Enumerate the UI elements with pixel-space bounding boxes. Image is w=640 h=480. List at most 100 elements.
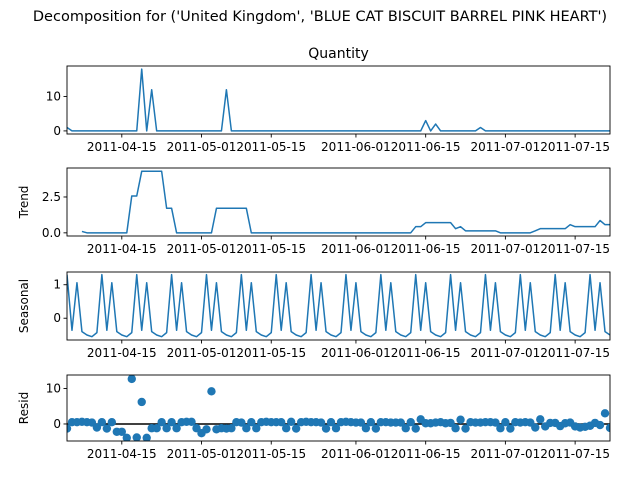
x-tick-label: 2011-07-01 — [471, 346, 541, 360]
resid-point — [207, 387, 216, 396]
resid-point — [411, 424, 420, 433]
resid-point — [237, 418, 246, 427]
resid-point — [406, 417, 415, 427]
resid-point — [605, 423, 610, 433]
resid-point — [281, 424, 291, 433]
y-tick-label: 0 — [53, 311, 61, 325]
observed-panel: 0 10 2011-04-15 2011-05-01 2011-05-15 2011-06… — [46, 46, 611, 154]
x-tick-label: 2011-07-15 — [540, 242, 610, 256]
y-tick-label: 1 — [53, 278, 61, 292]
y-tick-label: 10 — [46, 381, 61, 395]
x-tick-label: 2011-07-01 — [471, 447, 541, 461]
trend-series-line — [81, 170, 610, 234]
resid-point — [102, 424, 112, 433]
x-tick-label: 2011-05-15 — [236, 140, 306, 154]
resid-panel: 0 10 2011-04-15 2011-05-01 2011-05-15 2011-06… — [17, 374, 639, 461]
seasonal-panel: 0 1 2011-04-15 2011-05-01 2011-05-15 2011-06-… — [17, 271, 611, 360]
x-tick-label: 2011-06-01 — [321, 140, 391, 154]
panel-title: Quantity — [308, 46, 369, 62]
x-tick-label: 2011-05-01 — [167, 346, 237, 360]
resid-point — [611, 419, 619, 427]
x-tick-label: 2011-04-15 — [87, 242, 157, 256]
x-tick-label: 2011-06-15 — [391, 140, 461, 154]
resid-point — [291, 424, 301, 433]
seasonal-series-line — [67, 273, 610, 338]
trend-axes-frame — [66, 167, 611, 237]
resid-point — [92, 423, 102, 432]
resid-point — [326, 417, 336, 427]
x-tick-label: 2011-05-01 — [167, 242, 237, 256]
x-tick-label: 2011-04-15 — [87, 140, 157, 154]
observed-series-line — [67, 68, 610, 132]
resid-point — [187, 417, 196, 427]
resid-point — [501, 417, 510, 427]
resid-point — [97, 417, 107, 427]
observed-axes-frame — [66, 65, 611, 135]
resid-point — [371, 424, 381, 433]
x-tick-label: 2011-04-15 — [87, 346, 157, 360]
x-tick-label: 2011-06-01 — [321, 447, 391, 461]
x-tick-label: 2011-06-01 — [321, 242, 391, 256]
resid-point — [401, 424, 410, 433]
x-tick-label: 2011-07-15 — [540, 140, 610, 154]
x-tick-label: 2011-06-01 — [321, 346, 391, 360]
trend-ylabel: Trend — [17, 186, 31, 220]
seasonal-axes-frame — [66, 271, 611, 341]
resid-point — [536, 415, 545, 424]
resid-point — [631, 419, 639, 427]
resid-point — [321, 424, 331, 433]
resid-point — [621, 416, 629, 424]
x-tick-label: 2011-06-15 — [391, 447, 461, 461]
resid-point — [626, 419, 634, 427]
resid-point — [127, 375, 136, 384]
x-tick-label: 2011-05-15 — [236, 242, 306, 256]
resid-point — [595, 420, 605, 430]
y-tick-label: 0 — [53, 417, 61, 431]
resid-point — [247, 417, 256, 427]
resid-point — [152, 424, 161, 433]
resid-point — [162, 424, 171, 433]
resid-point — [117, 427, 126, 436]
x-tick-label: 2011-07-01 — [471, 140, 541, 154]
x-tick-label: 2011-05-01 — [167, 447, 237, 461]
resid-point — [242, 424, 251, 433]
x-tick-label: 2011-07-01 — [471, 242, 541, 256]
y-tick-label: 2.5 — [42, 190, 61, 204]
resid-point — [316, 418, 326, 427]
resid-point — [451, 424, 460, 433]
x-tick-label: 2011-07-15 — [540, 346, 610, 360]
resid-point — [137, 397, 146, 407]
trend-panel: 0.0 2.5 2011-04-15 2011-05-01 2011-05-15 2011… — [17, 167, 611, 256]
seasonal-ylabel: Seasonal — [17, 279, 31, 333]
resid-point — [107, 417, 117, 427]
resid-point — [366, 417, 376, 427]
resid-point — [361, 424, 371, 433]
resid-point — [157, 417, 166, 427]
x-tick-label: 2011-05-15 — [236, 447, 306, 461]
resid-point — [396, 418, 405, 427]
resid-point — [132, 433, 141, 441]
y-tick-label: 10 — [46, 90, 61, 104]
resid-point — [456, 415, 465, 424]
y-tick-label: 0 — [53, 124, 61, 138]
resid-axes-frame — [66, 374, 611, 442]
x-tick-label: 2011-06-15 — [391, 242, 461, 256]
resid-point — [277, 417, 286, 427]
resid-point — [202, 425, 211, 434]
resid-point — [616, 427, 624, 435]
x-tick-label: 2011-07-15 — [540, 447, 610, 461]
y-tick-label: 0.0 — [42, 226, 61, 240]
resid-point — [286, 417, 296, 427]
resid-point — [356, 418, 366, 427]
x-tick-label: 2011-05-01 — [167, 140, 237, 154]
x-tick-label: 2011-05-15 — [236, 346, 306, 360]
resid-point — [446, 418, 455, 428]
figure-suptitle: Decomposition for ('United Kingdom', 'BL… — [33, 9, 607, 25]
resid-point — [506, 424, 515, 433]
resid-ylabel: Resid — [17, 392, 31, 424]
resid-point — [227, 424, 236, 433]
resid-point — [122, 433, 131, 441]
resid-point — [600, 409, 610, 418]
resid-point — [531, 423, 540, 432]
resid-point — [496, 424, 505, 433]
